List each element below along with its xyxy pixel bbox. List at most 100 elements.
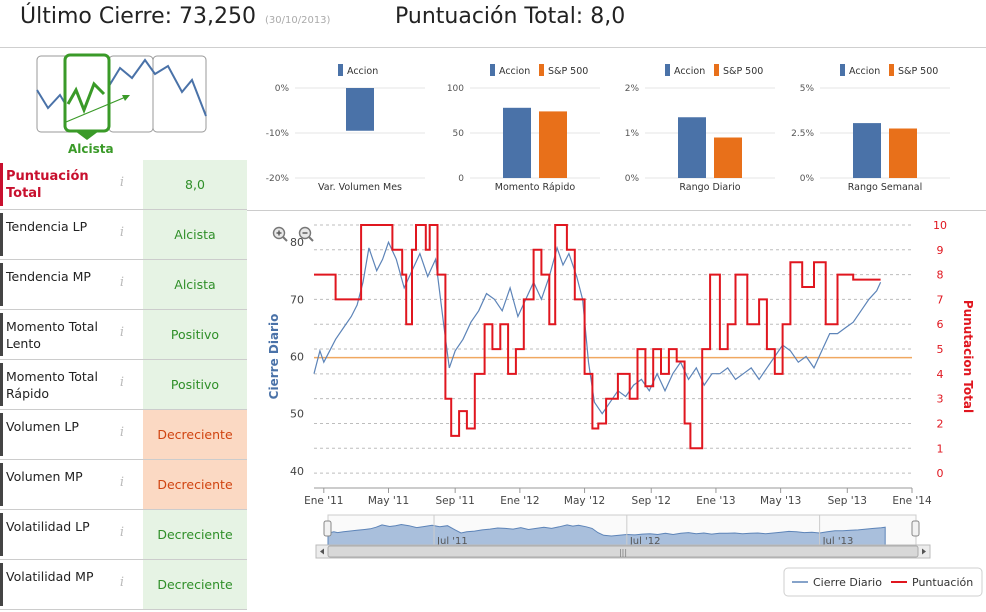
mini-y-tick: 100 <box>447 84 464 94</box>
score-value: Decreciente <box>143 460 247 509</box>
y-axis-title-left: Cierre Diario <box>267 314 281 400</box>
last-close-value: 73,250 <box>179 4 256 29</box>
mini-legend-label: Accion <box>674 66 705 77</box>
mini-y-tick: 0 <box>458 174 464 184</box>
mini-chart-4: 5% 2.5% 0% Accion S&P 500 Rango Semanal <box>791 64 950 193</box>
row-marker <box>0 413 3 456</box>
score-row-total: Puntuación Total i 8,0 <box>0 160 247 210</box>
info-icon[interactable]: i <box>119 575 125 590</box>
mini-y-tick: 0% <box>625 174 640 184</box>
y-tick-left: 70 <box>290 293 304 306</box>
trend-pointer-icon <box>75 131 99 140</box>
mini-legend-label: S&P 500 <box>898 66 938 77</box>
mini-chart-2: 100 50 0 Accion S&P 500 Momento Rápido <box>447 64 600 193</box>
y-tick-right: 2 <box>937 417 944 430</box>
info-icon[interactable]: i <box>119 175 125 190</box>
row-marker <box>0 513 3 556</box>
mini-legend-swatch <box>714 64 719 76</box>
row-marker <box>0 563 3 606</box>
y-tick-right: 10 <box>933 219 947 232</box>
row-marker <box>0 363 3 406</box>
x-tick-label: Ene '14 <box>892 495 932 507</box>
x-tick-label: May '13 <box>760 495 801 507</box>
x-tick-label: May '12 <box>564 495 605 507</box>
main-price-score-chart: 40 50 60 70 80 0 1 2 3 4 5 6 7 8 9 10 Cierre Diario Punut… <box>267 219 983 597</box>
score-value: Alcista <box>143 260 247 309</box>
score-row-volumen-mp: Volumen MP i Decreciente <box>0 460 247 510</box>
info-icon[interactable]: i <box>119 325 125 340</box>
trend-line-left <box>36 89 67 110</box>
row-marker <box>0 463 3 506</box>
mini-chart-title: Rango Semanal <box>848 182 923 193</box>
y-axis-title-right: Punutacion Total <box>961 300 975 413</box>
total-score-label: Puntuación Total: <box>395 4 584 29</box>
series-puntuacion <box>314 224 881 450</box>
mini-chart-title: Momento Rápido <box>495 182 576 193</box>
score-label: Volatilidad LP <box>6 519 90 534</box>
mini-legend-label: Accion <box>499 66 530 77</box>
row-marker <box>0 213 3 256</box>
score-label: Tendencia MP <box>6 269 91 284</box>
score-row-tendencia-mp: Tendencia MP i Alcista <box>0 260 247 310</box>
y-tick-right: 3 <box>937 393 944 406</box>
trend-line-selected <box>66 81 106 115</box>
series-cierre-diario <box>313 240 882 415</box>
score-label: Momento Total Rápido <box>6 369 98 401</box>
score-row-volatilidad-lp: Volatilidad LP i Decreciente <box>0 510 247 560</box>
mini-y-tick: 2% <box>625 84 640 94</box>
mini-chart-1: 0% -10% -20% Accion Var. Volumen Mes <box>266 64 425 193</box>
y-tick-right: 8 <box>937 269 944 282</box>
navigator-handle-right <box>911 520 920 537</box>
score-row-volumen-lp: Volumen LP i Decreciente <box>0 410 247 460</box>
score-table: Puntuación Total i 8,0 Tendencia LP i Al… <box>0 160 247 610</box>
score-value: Decreciente <box>143 410 247 459</box>
x-tick-label: Ene '13 <box>696 495 735 507</box>
x-tick-label: Sep '11 <box>435 495 474 507</box>
total-score: Puntuación Total: 8,0 <box>395 4 625 29</box>
mini-y-tick: -20% <box>266 174 290 184</box>
score-label: Momento Total Lento <box>6 319 98 351</box>
zoom-in-icon[interactable] <box>272 226 288 242</box>
row-marker <box>0 263 3 306</box>
x-tick-label: Sep '12 <box>632 495 671 507</box>
mini-bar-accion <box>503 107 531 178</box>
x-tick-label: Sep '13 <box>828 495 867 507</box>
info-icon[interactable]: i <box>119 425 125 440</box>
mini-bar-charts: 0% -10% -20% Accion Var. Volumen Mes 100 50 0 Ac… <box>266 64 950 193</box>
info-icon[interactable]: i <box>119 225 125 240</box>
mini-legend-swatch <box>665 64 670 76</box>
mini-legend-swatch <box>889 64 894 76</box>
score-row-momento-rapido: Momento Total Rápido i Positivo <box>0 360 247 410</box>
mini-legend-label: Accion <box>849 66 880 77</box>
y-tick-left: 60 <box>290 351 304 364</box>
mini-chart-title: Rango Diario <box>679 182 740 193</box>
score-value: Decreciente <box>143 510 247 559</box>
mini-chart-3: 2% 1% 0% Accion S&P 500 Rango Diario <box>625 64 775 193</box>
scrollbar-grip-icon: ||| <box>619 548 627 557</box>
scroll-left-icon <box>320 548 324 555</box>
score-value: Decreciente <box>143 560 247 609</box>
mini-y-tick: 0% <box>800 174 815 184</box>
mini-legend-swatch <box>840 64 845 76</box>
zoom-out-icon[interactable] <box>298 226 314 242</box>
y-tick-left: 40 <box>290 465 304 478</box>
trend-thumbnail: Alcista <box>0 50 247 160</box>
mini-legend-swatch <box>338 64 343 76</box>
mini-y-tick: 50 <box>453 129 465 139</box>
scrollbar-thumb <box>327 545 919 558</box>
score-row-momento-lento: Momento Total Lento i Positivo <box>0 310 247 360</box>
info-icon[interactable]: i <box>119 525 125 540</box>
last-close-label: Último Cierre: <box>20 4 173 29</box>
chart-legend <box>783 567 983 597</box>
section-divider <box>247 210 986 211</box>
x-tick-label: Ene '11 <box>304 495 343 507</box>
score-value: Alcista <box>143 210 247 259</box>
trend-graphic <box>36 53 207 140</box>
info-icon[interactable]: i <box>119 475 125 490</box>
info-icon[interactable]: i <box>119 275 125 290</box>
trend-box-middle <box>108 55 154 133</box>
info-icon[interactable]: i <box>119 375 125 390</box>
last-close: Último Cierre: 73,250 (30/10/2013) <box>20 4 330 29</box>
navigator-area <box>327 523 886 548</box>
row-marker <box>0 313 3 356</box>
